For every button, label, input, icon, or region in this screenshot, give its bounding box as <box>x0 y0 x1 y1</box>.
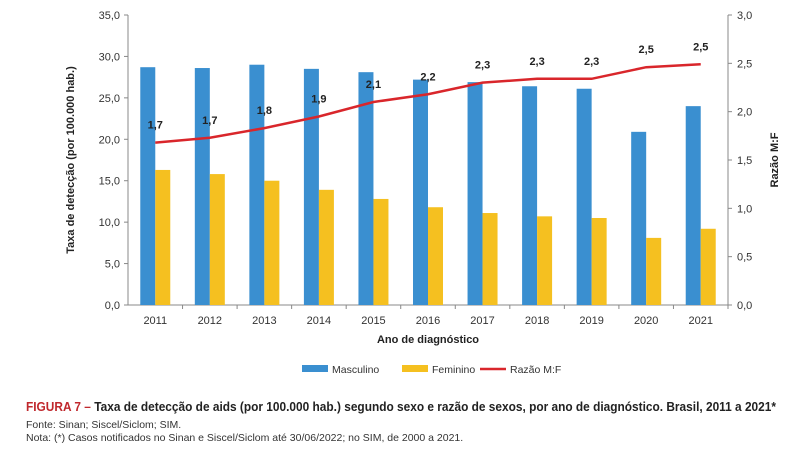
chart: 0,0 5,0 10,0 15,0 20,0 25,0 30,0 35,0 0,0 0,5 1,0 1… <box>65 10 781 376</box>
ratio-data-label: 1,7 <box>148 120 163 132</box>
ratio-data-label: 2,3 <box>529 56 544 68</box>
y-tick-label: 25,0 <box>99 93 120 105</box>
x-tick-label: 2012 <box>198 315 222 327</box>
y2-axis-title: Razão M:F <box>769 132 781 187</box>
bar-feminino <box>591 218 607 305</box>
ratio-data-label: 2,2 <box>420 71 435 83</box>
x-axis-title: Ano de diagnóstico <box>377 334 479 346</box>
x-tick-label: 2014 <box>307 315 331 327</box>
bar-feminino <box>373 198 389 305</box>
y2-tick-label: 1,0 <box>737 203 752 215</box>
bar-masculino <box>522 86 538 305</box>
bar-masculino <box>249 64 265 305</box>
bar-masculino <box>467 82 483 305</box>
bar-masculino <box>194 68 210 306</box>
y-tick-label: 10,0 <box>99 217 120 229</box>
figure-title: Taxa de detecção de aids (por 100.000 ha… <box>94 400 776 414</box>
x-tick-label: 2015 <box>361 315 385 327</box>
legend-label: Feminino <box>432 364 475 376</box>
bar-masculino <box>685 106 701 306</box>
y2-tick-label: 0,0 <box>737 300 752 312</box>
ratio-line <box>155 63 701 144</box>
ratio-data-label: 2,5 <box>693 41 708 53</box>
x-tick-label: 2021 <box>688 315 712 327</box>
y-axis-title: Taxa de detecção (por 100.000 hab.) <box>65 66 77 254</box>
x-tick-label: 2016 <box>416 315 440 327</box>
legend-swatch <box>402 365 428 372</box>
footnote: Nota: (*) Casos notificados no Sinan e S… <box>26 432 464 444</box>
legend-label: Razão M:F <box>510 364 561 376</box>
ratio-data-label: 1,9 <box>311 94 326 106</box>
x-tick-label: 2019 <box>579 315 603 327</box>
y2-tick-label: 2,5 <box>737 58 752 70</box>
bar-masculino <box>413 79 428 305</box>
y-tick-label: 5,0 <box>105 259 120 271</box>
bar-masculino <box>140 67 156 305</box>
ratio-data-label: 1,8 <box>257 105 272 117</box>
y-tick-label: 30,0 <box>99 51 120 63</box>
y2-tick-label: 2,0 <box>737 107 752 119</box>
ratio-data-label: 2,5 <box>639 44 654 56</box>
y-tick-label: 0,0 <box>105 300 120 312</box>
bar-feminino <box>537 216 553 305</box>
legend-swatch <box>302 365 328 372</box>
bar-feminino <box>264 180 280 305</box>
ratio-data-label: 1,7 <box>202 115 217 127</box>
y2-tick-label: 3,0 <box>737 10 752 22</box>
legend-label: Masculino <box>332 364 379 376</box>
ratio-data-label: 2,3 <box>584 56 599 68</box>
y2-tick-label: 0,5 <box>737 252 752 264</box>
y2-tick-label: 1,5 <box>737 155 752 167</box>
x-tick-label: 2011 <box>143 315 167 327</box>
figure-label: FIGURA 7 – <box>26 400 91 414</box>
bar-masculino <box>358 72 374 306</box>
bar-feminino <box>155 169 171 305</box>
bar-feminino <box>209 174 225 305</box>
y-tick-label: 20,0 <box>99 134 120 146</box>
bar-masculino <box>303 68 319 305</box>
bar-feminino <box>482 213 498 305</box>
y-tick-label: 35,0 <box>99 10 120 22</box>
bar-masculino <box>631 131 647 305</box>
bar-feminino <box>646 237 662 305</box>
x-tick-label: 2020 <box>634 315 658 327</box>
ratio-data-label: 2,1 <box>366 79 381 91</box>
ratio-data-label: 2,3 <box>475 60 490 72</box>
bar-feminino <box>428 207 443 305</box>
bar-masculino <box>576 88 592 305</box>
figure-caption: FIGURA 7 – Taxa de detecção de aids (por… <box>26 401 776 414</box>
x-tick-label: 2018 <box>525 315 549 327</box>
bar-feminino <box>318 189 334 305</box>
x-tick-label: 2013 <box>252 315 276 327</box>
y-tick-label: 15,0 <box>99 176 120 188</box>
bar-feminino <box>700 228 716 305</box>
x-tick-label: 2017 <box>470 315 494 327</box>
source-note: Fonte: Sinan; Siscel/Siclom; SIM. <box>26 419 182 431</box>
